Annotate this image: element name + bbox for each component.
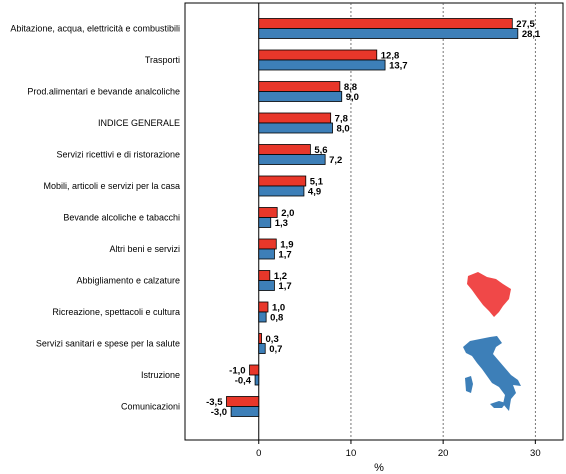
bar (258, 112, 332, 124)
data-label: 0,8 (270, 313, 283, 324)
category-label: Altri beni e servizi (109, 244, 180, 254)
x-axis-label: % (374, 462, 384, 474)
bar (258, 333, 262, 344)
x-axis-ticks: 0 10 20 30 (256, 440, 541, 459)
data-label: 1,7 (278, 250, 291, 261)
data-label: -3,0 (211, 407, 227, 418)
data-label: 28,1 (522, 29, 541, 40)
data-label: 1,9 (280, 240, 293, 251)
bar (258, 207, 278, 218)
bar (258, 343, 266, 354)
bar (258, 28, 519, 39)
category-label: Mobili, articoli e servizi per la casa (43, 181, 180, 191)
tick-label: 0 (256, 448, 261, 459)
tuscany-map-icon (467, 272, 511, 317)
data-label: 12,8 (381, 51, 400, 62)
data-label: 27,5 (516, 19, 535, 30)
data-label: 13,7 (389, 61, 408, 72)
bar (258, 175, 307, 187)
bar (258, 49, 378, 61)
data-label: 0,7 (269, 344, 282, 355)
tick-label: 30 (530, 448, 541, 459)
bar (258, 301, 269, 313)
bar (258, 18, 513, 29)
data-label: 8,0 (337, 124, 350, 135)
category-label: Servizi sanitari e spese per la salute (36, 339, 180, 349)
bar (258, 238, 277, 250)
category-label: Servizi ricettivi e di ristorazione (56, 150, 180, 160)
data-label: 0,3 (266, 334, 279, 345)
data-label: 2,0 (281, 208, 294, 219)
bar (258, 59, 386, 71)
bar (230, 406, 260, 417)
data-label: -0,4 (235, 376, 252, 387)
data-label: 4,9 (308, 187, 321, 198)
data-labels: 27,528,1 12,813,7 8,89,0 7,88,0 5,67,2 5,14,9… (206, 19, 541, 418)
bar (258, 185, 305, 197)
data-label: 7,2 (329, 155, 342, 166)
category-label: Trasporti (145, 55, 180, 65)
data-label: 5,1 (310, 177, 324, 188)
data-label: 1,2 (274, 271, 287, 282)
italy-map-icon (463, 336, 521, 411)
category-label: Ricreazione, spettacoli e cultura (52, 307, 180, 317)
data-label: -3,5 (206, 397, 223, 408)
bar (258, 217, 272, 228)
category-label: Istruzione (141, 370, 180, 380)
tick-label: 20 (438, 448, 449, 459)
data-label: 8,8 (344, 82, 357, 93)
bar (254, 374, 260, 386)
data-label: 1,3 (275, 218, 288, 229)
data-label: 9,0 (346, 92, 359, 103)
bar (258, 270, 271, 281)
bar (258, 280, 275, 291)
category-label: Abitazione, acqua, elettricità e combust… (10, 24, 180, 34)
bar (258, 144, 311, 155)
bar (258, 81, 341, 92)
data-label: 1,7 (278, 281, 291, 292)
bar (258, 248, 275, 260)
category-label: Bevande alcoliche e tabacchi (63, 213, 180, 223)
data-label: 1,0 (272, 303, 285, 314)
data-label: 7,8 (335, 114, 348, 125)
data-label: 5,6 (314, 145, 327, 156)
bar (258, 122, 333, 134)
category-label: Prod.alimentari e bevande analcoliche (27, 87, 180, 97)
category-label: Abbigliamento e calzature (76, 276, 180, 286)
category-label: Comunicazioni (121, 402, 180, 412)
data-label: -1,0 (229, 366, 245, 377)
bar (249, 364, 260, 376)
bar (226, 396, 260, 407)
bar (258, 311, 267, 323)
bars (226, 18, 519, 417)
bar (258, 154, 326, 165)
category-labels: Abitazione, acqua, elettricità e combust… (10, 24, 180, 412)
tick-label: 10 (346, 448, 357, 459)
category-label: INDICE GENERALE (98, 118, 180, 128)
bar (258, 91, 343, 102)
